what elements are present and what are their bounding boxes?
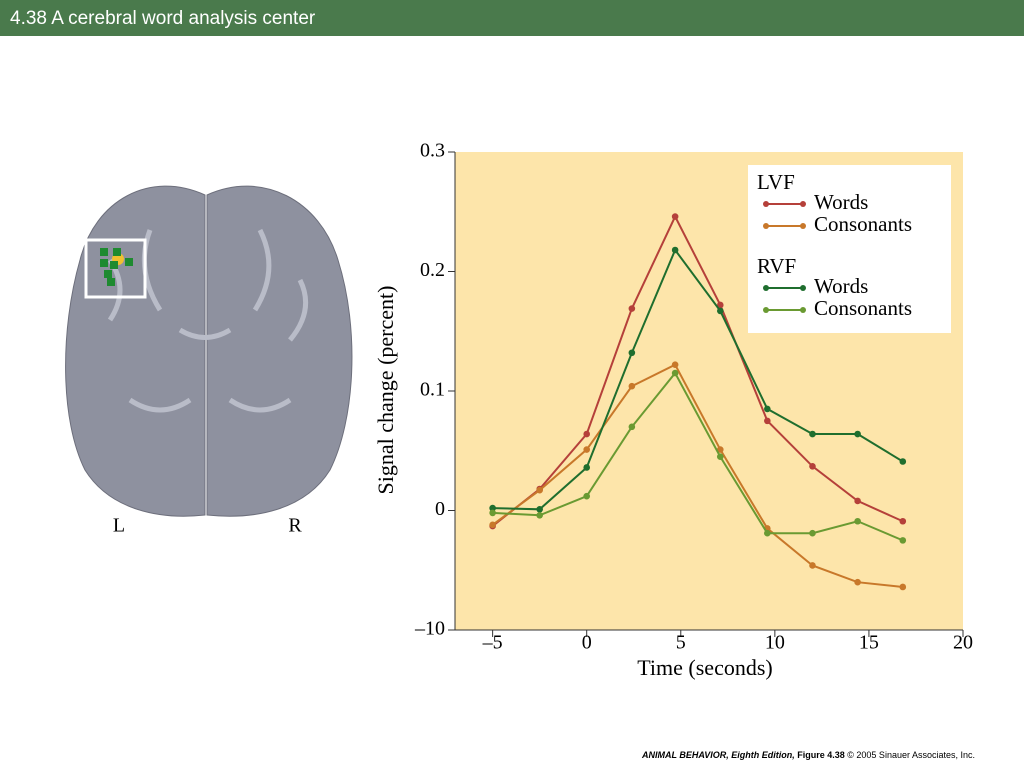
header-bar <box>0 0 1024 36</box>
data-point <box>536 506 543 513</box>
x-tick-label: 5 <box>676 632 686 654</box>
data-point <box>628 305 636 312</box>
footer-figure: Figure 4.38 <box>797 750 845 760</box>
legend-box <box>748 165 951 333</box>
data-point <box>671 369 679 377</box>
data-point <box>764 529 771 537</box>
data-point <box>809 462 816 470</box>
footer: ANIMAL BEHAVIOR, Eighth Edition, Figure … <box>641 750 975 760</box>
legend-label: Consonants <box>814 296 912 320</box>
data-point <box>583 464 591 471</box>
brain <box>65 185 353 517</box>
data-point <box>809 430 816 438</box>
x-tick-label: –5 <box>482 632 503 654</box>
series-line <box>492 214 904 527</box>
data-point <box>583 492 591 500</box>
data-point <box>854 497 861 505</box>
y-axis-label: Signal change (percent) <box>373 286 398 495</box>
x-axis-label: Time (seconds) <box>637 655 772 680</box>
y-tick-label: –10 <box>414 618 445 640</box>
data-point <box>716 446 724 453</box>
legend-swatch-dot <box>800 201 806 207</box>
series-line <box>492 371 904 542</box>
legend-swatch-dot <box>800 285 806 291</box>
legend-label: Consonants <box>814 212 912 236</box>
legend-swatch-dot <box>763 307 769 313</box>
legend-swatch-dot <box>763 201 769 207</box>
data-point <box>809 562 816 569</box>
y-tick-label: 0 <box>435 498 445 520</box>
footer-copyright: © 2005 Sinauer Associates, Inc. <box>847 750 975 760</box>
data-point <box>489 521 496 529</box>
data-point <box>671 213 679 220</box>
data-point <box>489 504 496 512</box>
data-point <box>489 509 496 517</box>
y-tick-label: 0.2 <box>420 259 445 281</box>
legend-swatch-dot <box>800 223 806 229</box>
data-point <box>628 382 636 390</box>
legend-swatch-dot <box>763 223 769 229</box>
footer-book: ANIMAL BEHAVIOR, Eighth Edition, <box>641 750 795 760</box>
x-tick-label: 20 <box>953 632 973 654</box>
data-point <box>809 529 816 537</box>
chart: –10 0 0.1 0.2 0.3 –5 0 5 10 15 20 Time (seconds) Sig… <box>373 140 973 680</box>
data-point <box>583 446 591 453</box>
legend-title: RVF <box>757 254 796 278</box>
legend-label: Words <box>814 190 868 214</box>
data-point <box>899 458 907 465</box>
data-point <box>764 405 771 413</box>
data-point <box>536 486 543 494</box>
data-point <box>583 430 591 438</box>
data-point <box>854 517 861 525</box>
legend-title: LVF <box>757 170 795 194</box>
data-point <box>671 246 679 254</box>
series-line <box>492 247 904 511</box>
legend-swatch-dot <box>763 285 769 291</box>
brain-label: L <box>113 515 125 537</box>
data-point <box>764 417 771 425</box>
data-point <box>716 301 724 309</box>
data-point <box>899 583 907 591</box>
y-tick-label: 0.1 <box>420 379 445 401</box>
brain-label: R <box>288 515 302 537</box>
data-point <box>899 537 907 544</box>
data-point <box>716 453 724 461</box>
x-tick-label: 10 <box>765 632 785 654</box>
data-point <box>899 517 907 525</box>
series-line <box>492 363 903 588</box>
y-tick-label: 0.3 <box>420 140 445 162</box>
legend-label: Words <box>814 274 868 298</box>
legend-swatch-dot <box>800 307 806 313</box>
x-tick-label: 15 <box>859 632 879 654</box>
data-point <box>536 511 543 519</box>
data-point <box>716 307 724 315</box>
data-point <box>628 349 636 357</box>
slide-title: 4.38 A cerebral word analysis center <box>10 8 316 29</box>
data-point <box>854 430 861 438</box>
x-tick-label: 0 <box>582 632 592 654</box>
data-point <box>628 423 636 431</box>
data-point <box>854 578 861 586</box>
data-point <box>671 361 679 369</box>
